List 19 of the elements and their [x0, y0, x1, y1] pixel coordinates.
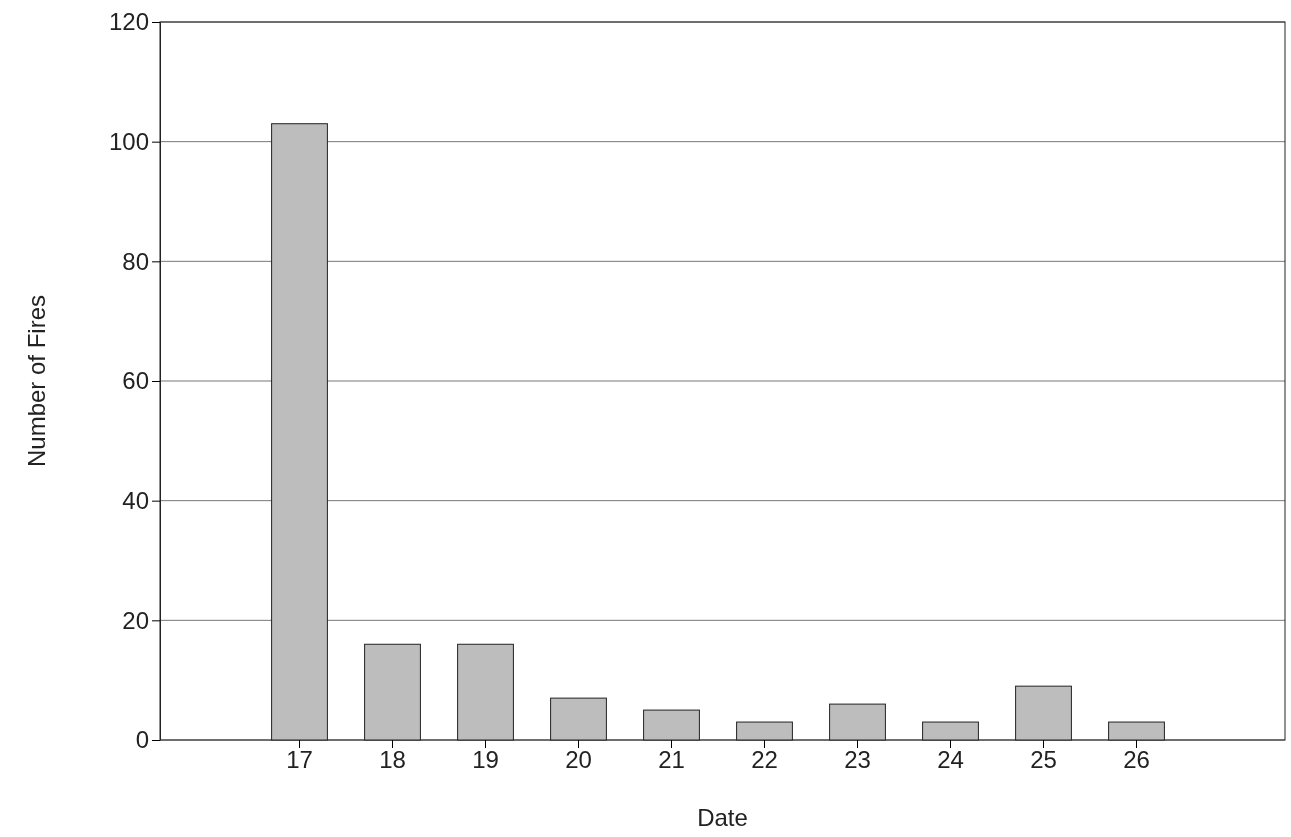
x-tick-label: 23: [844, 746, 871, 774]
x-tick-label: 26: [1123, 746, 1150, 774]
y-tick-label: 20: [122, 606, 149, 634]
x-tick-label: 25: [1030, 746, 1057, 774]
x-tick-label: 18: [379, 746, 406, 774]
x-tick-label: 19: [472, 746, 499, 774]
x-tick-label: 20: [565, 746, 592, 774]
x-tick-label: 22: [751, 746, 778, 774]
x-tick-label: 24: [937, 746, 964, 774]
y-tick-label: 0: [135, 726, 149, 754]
y-tick-label: 60: [122, 367, 149, 395]
y-tick-label: 120: [108, 8, 149, 36]
y-tick-label: 80: [122, 247, 149, 275]
x-tick-label: 21: [658, 746, 685, 774]
x-tick-label: 17: [286, 746, 313, 774]
x-axis-title: Date: [697, 804, 748, 831]
y-tick-label: 100: [108, 127, 149, 155]
y-tick-label: 40: [122, 486, 149, 514]
y-axis-title: Number of Fires: [23, 294, 50, 468]
